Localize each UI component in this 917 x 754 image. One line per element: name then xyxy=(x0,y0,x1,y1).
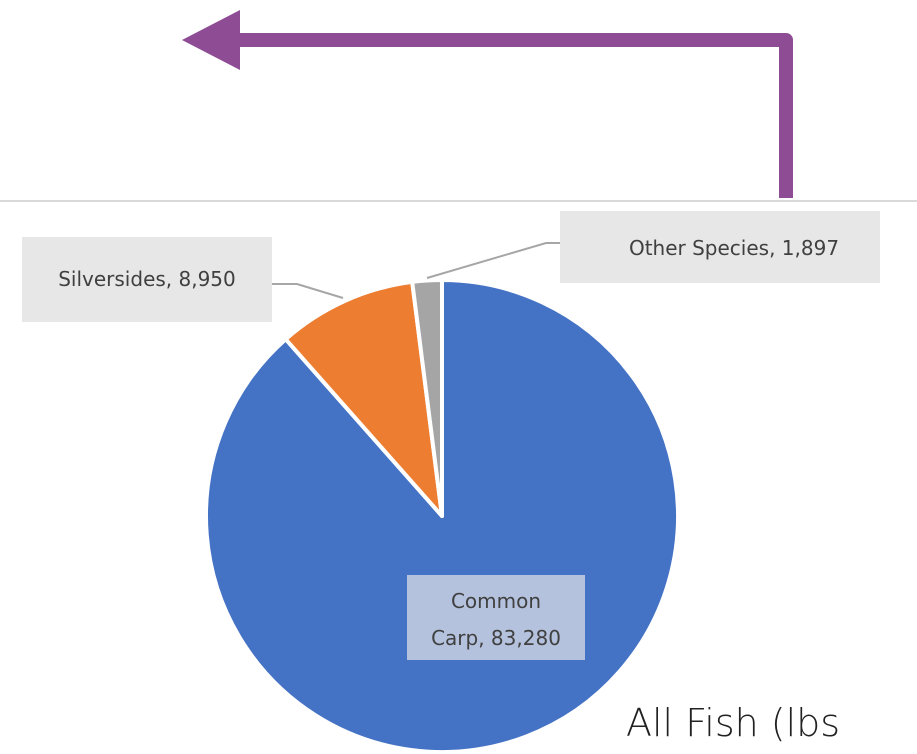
leader-line-other-species xyxy=(426,242,560,279)
arrow-head xyxy=(182,10,240,70)
label-box-other-species xyxy=(560,211,880,283)
label-text-common-carp-line2: Carp, 83,280 xyxy=(431,626,561,650)
label-box-silversides xyxy=(22,237,272,322)
data-label-common-carp: Common Carp, 83,280 xyxy=(407,575,585,660)
purple-arrow-icon xyxy=(182,10,793,198)
leader-line-silversides xyxy=(272,283,344,299)
label-text-other-species: Other Species, 1,897 xyxy=(629,236,839,260)
pie-slice-silversides xyxy=(283,279,444,518)
pie-slices xyxy=(204,278,681,754)
label-text-silversides: Silversides, 8,950 xyxy=(58,267,236,291)
arrow-shaft xyxy=(232,33,793,198)
data-label-other-species: Other Species, 1,897 xyxy=(560,211,880,283)
label-box-common-carp xyxy=(407,575,585,660)
pie-slice-other-species xyxy=(410,278,444,518)
data-label-silversides: Silversides, 8,950 xyxy=(22,237,272,322)
label-text-common-carp-line1: Common xyxy=(451,589,541,613)
chart-title: All Fish (lbs xyxy=(626,701,840,745)
